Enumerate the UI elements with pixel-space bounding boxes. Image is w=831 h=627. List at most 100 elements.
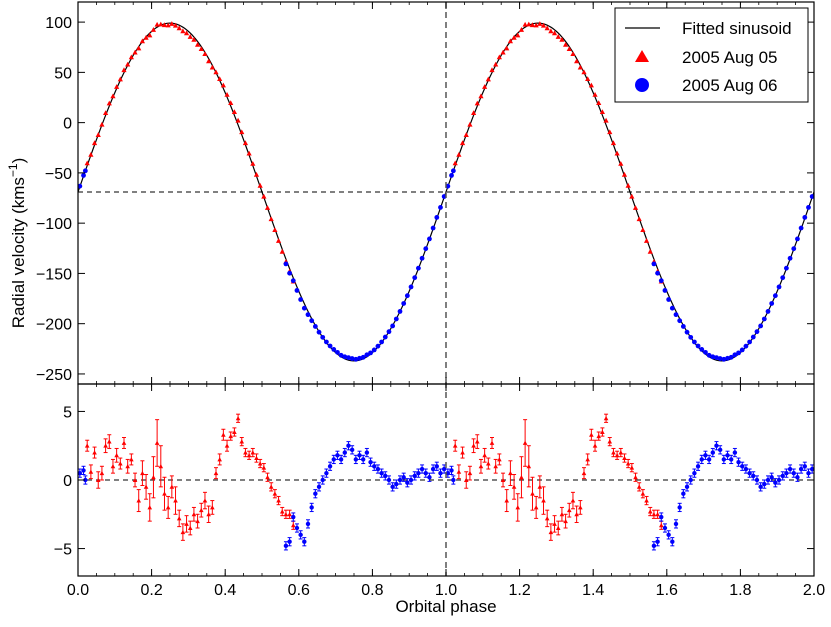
- x-tick-label: 1.4: [582, 582, 604, 599]
- velocity-point-aug05: [544, 25, 550, 31]
- residual-point-aug05: [184, 521, 189, 526]
- velocity-point-aug06: [316, 329, 322, 335]
- residual-point-aug06: [688, 477, 693, 483]
- residual-point-aug06: [655, 539, 660, 544]
- residual-point-aug05: [486, 461, 491, 466]
- velocity-point-aug05: [242, 140, 249, 146]
- residual-point-aug06: [765, 477, 771, 483]
- velocity-point-aug05: [629, 193, 635, 199]
- residual-point-aug06: [294, 525, 300, 531]
- residual-point-aug05: [250, 450, 256, 455]
- velocity-point-aug06: [747, 339, 752, 345]
- velocity-point-aug05: [581, 69, 587, 75]
- residual-point-aug06: [394, 481, 399, 487]
- velocity-point-aug05: [456, 151, 462, 157]
- y-axis-title-superscript: −1: [6, 163, 20, 177]
- residual-point-aug05: [118, 461, 123, 466]
- residual-point-aug05: [206, 511, 211, 517]
- residual-point-aug06: [791, 470, 796, 476]
- residual-point-aug05: [651, 511, 657, 517]
- residual-point-aug05: [548, 529, 554, 535]
- residual-point-aug06: [383, 473, 388, 479]
- residual-point-aug05: [232, 429, 237, 434]
- velocity-point-aug06: [408, 284, 414, 290]
- residual-point-aug05: [173, 498, 178, 503]
- velocity-point-aug06: [434, 215, 440, 220]
- velocity-point-aug05: [176, 25, 182, 31]
- velocity-point-aug06: [809, 194, 814, 199]
- velocity-point-aug05: [198, 46, 204, 52]
- residual-point-aug05: [544, 516, 550, 521]
- residual-point-aug05: [202, 498, 208, 503]
- residual-point-aug06: [353, 457, 359, 462]
- residual-point-aug05: [489, 440, 495, 445]
- residual-point-aug06: [703, 453, 708, 458]
- residual-point-aug06: [375, 466, 381, 472]
- residual-point-aug05: [658, 522, 664, 528]
- velocity-point-aug06: [728, 354, 734, 360]
- velocity-point-aug05: [555, 34, 561, 39]
- residual-point-aug06: [673, 521, 679, 527]
- residual-point-aug05: [132, 477, 138, 482]
- residual-point-aug06: [81, 468, 86, 473]
- velocity-point-aug06: [721, 356, 727, 362]
- x-tick-label: 1.2: [508, 582, 530, 599]
- residual-point-aug05: [497, 457, 502, 462]
- velocity-point-aug06: [673, 312, 679, 318]
- residual-point-aug05: [243, 450, 248, 455]
- residual-point-aug05: [279, 509, 285, 514]
- residual-point-aug05: [589, 432, 594, 437]
- x-axis-title: Orbital phase: [395, 597, 496, 616]
- velocity-point-aug05: [540, 22, 547, 28]
- velocity-point-aug06: [287, 270, 292, 276]
- residual-point-aug05: [640, 491, 646, 496]
- residual-point-aug05: [633, 474, 638, 480]
- legend-series2-label: 2005 Aug 06: [682, 76, 777, 95]
- residual-point-aug06: [408, 477, 414, 483]
- velocity-point-aug05: [452, 160, 458, 166]
- x-tick-label: 1.0: [435, 582, 457, 599]
- residual-point-aug06: [659, 514, 664, 520]
- legend-fit-label: Fitted sinusoid: [682, 19, 792, 38]
- velocity-point-aug05: [250, 160, 256, 166]
- velocity-point-aug05: [504, 45, 510, 51]
- velocity-point-aug05: [625, 182, 631, 188]
- velocity-point-aug06: [725, 355, 730, 361]
- velocity-point-aug05: [106, 100, 112, 106]
- velocity-point-aug05: [478, 93, 484, 99]
- velocity-point-aug05: [253, 171, 260, 177]
- velocity-point-aug06: [349, 356, 355, 361]
- velocity-point-aug05: [585, 76, 591, 82]
- residual-point-aug06: [706, 457, 712, 462]
- residual-point-aug05: [537, 484, 543, 489]
- velocity-point-aug06: [82, 168, 88, 174]
- residual-point-aug05: [655, 511, 660, 517]
- velocity-point-aug06: [787, 255, 793, 261]
- residual-point-aug06: [776, 477, 782, 483]
- residual-point-aug06: [372, 464, 377, 469]
- legend-series1-label: 2005 Aug 05: [682, 48, 777, 67]
- residual-panel: [78, 413, 814, 551]
- velocity-point-aug06: [695, 343, 701, 349]
- residual-point-aug05: [530, 491, 535, 496]
- velocity-point-aug06: [371, 347, 377, 353]
- residual-point-aug06: [368, 459, 373, 465]
- velocity-point-aug05: [511, 34, 517, 40]
- velocity-point-aug05: [529, 22, 536, 28]
- velocity-point-aug06: [312, 324, 318, 329]
- velocity-point-aug06: [706, 352, 712, 358]
- x-tick-label: 2.0: [803, 582, 825, 599]
- velocity-point-aug06: [423, 246, 429, 252]
- residual-point-aug06: [773, 480, 778, 485]
- velocity-point-aug05: [610, 140, 617, 146]
- residual-point-aug05: [555, 525, 561, 530]
- velocity-point-aug05: [537, 21, 543, 26]
- tick-layer: 0.0 0.2 0.4 0.6 0.8 1.0 1.2 1.4 1.6 1.8 2.0100500−…: [36, 2, 825, 599]
- velocity-point-aug06: [375, 343, 381, 349]
- velocity-point-aug06: [309, 318, 315, 324]
- residual-point-aug05: [228, 433, 234, 439]
- residual-point-aug05: [644, 498, 649, 503]
- residual-point-aug06: [740, 464, 745, 469]
- velocity-point-aug05: [213, 69, 219, 75]
- velocity-point-aug06: [419, 255, 425, 261]
